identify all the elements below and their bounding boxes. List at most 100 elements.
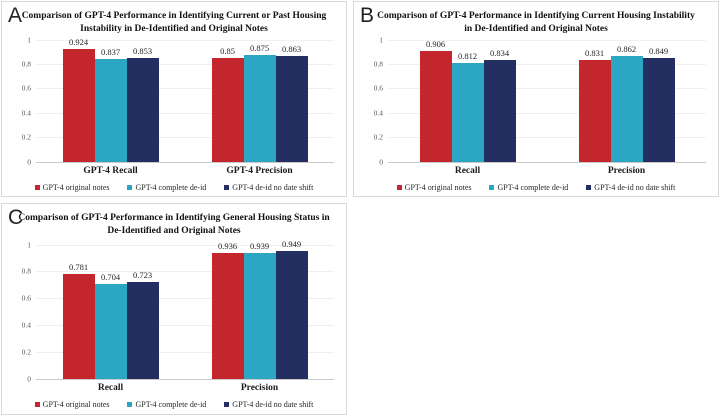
gridline xyxy=(36,161,334,163)
bar-value-label: 0.704 xyxy=(100,272,121,283)
legend-item: GPT-4 complete de-id xyxy=(127,183,206,192)
legend-b: GPT-4 original notes GPT-4 complete de-id… xyxy=(354,183,718,192)
panel-letter-a: A xyxy=(8,4,23,27)
y-axis-tick-label: 0.6 xyxy=(21,293,31,303)
bar-value-label: 0.849 xyxy=(648,46,669,57)
legend-label: GPT-4 original notes xyxy=(404,182,472,192)
chart-title-a-line1: Comparison of GPT-4 Performance in Ident… xyxy=(21,11,327,21)
chart-b: 1 0.8 0.6 0.4 0.2 0 0.906 0.812 0.834 0.831 0.862 0… xyxy=(374,35,706,176)
bar-value-label: 0.853 xyxy=(132,45,153,56)
bar: 0.924 xyxy=(62,37,95,162)
gridline xyxy=(36,298,334,300)
bar-segment-series-1 xyxy=(94,59,127,162)
y-axis-tick-label: 1 xyxy=(27,240,31,250)
bar-segment-series-2 xyxy=(275,251,308,379)
gridline xyxy=(36,112,334,114)
y-axis-tick-label: 0.6 xyxy=(373,83,383,93)
legend-swatch xyxy=(34,184,40,190)
plot-area: 1 0.8 0.6 0.4 0.2 0 0.924 0.837 0.853 0.85 0.875 0.… xyxy=(22,35,334,166)
legend-item: GPT-4 original notes xyxy=(34,400,109,409)
gridline xyxy=(388,112,706,114)
legend-item: GPT-4 de-id no date shift xyxy=(586,183,675,192)
legend-swatch xyxy=(127,401,133,407)
bar-value-label: 0.875 xyxy=(249,42,270,53)
gridline xyxy=(36,244,334,246)
bar-segment-series-1 xyxy=(610,56,643,162)
gridline xyxy=(36,271,334,273)
bar-group: 0.781 0.704 0.723 xyxy=(62,262,159,379)
legend-label: GPT-4 complete de-id xyxy=(497,182,569,192)
y-axis-tick-label: 0.4 xyxy=(373,108,383,118)
plot-area: 1 0.8 0.6 0.4 0.2 0 0.781 0.704 0.723 0.936 0.939 0… xyxy=(22,239,334,383)
legend-swatch xyxy=(489,184,495,190)
bar-segment-series-2 xyxy=(642,58,675,162)
bar: 0.704 xyxy=(94,272,127,379)
gridline xyxy=(388,88,706,90)
bar-value-label: 0.949 xyxy=(281,239,302,250)
bar-segment-series-1 xyxy=(451,62,484,162)
bar: 0.862 xyxy=(610,44,643,162)
panel-b: B Comparison of GPT-4 Performance in Ide… xyxy=(353,1,719,197)
gridline xyxy=(388,161,706,163)
legend-item: GPT-4 complete de-id xyxy=(489,183,568,192)
legend-swatch xyxy=(396,184,402,190)
legend-item: GPT-4 de-id no date shift xyxy=(224,400,313,409)
y-axis-tick-label: 1 xyxy=(27,35,31,45)
bar-value-label: 0.862 xyxy=(616,44,637,55)
bar-value-label: 0.936 xyxy=(217,241,238,252)
bar-value-label: 0.85 xyxy=(220,45,235,56)
bar-value-label: 0.723 xyxy=(132,269,153,280)
legend-swatch xyxy=(224,401,230,407)
bar-value-label: 0.781 xyxy=(68,261,89,272)
legend-c: GPT-4 original notes GPT-4 complete de-id… xyxy=(2,400,346,409)
bar: 0.723 xyxy=(126,270,159,379)
category-label: Precision xyxy=(240,382,279,393)
bar-segment-series-0 xyxy=(62,273,95,379)
category-label: GPT-4 Recall xyxy=(83,165,138,176)
legend-item: GPT-4 original notes xyxy=(396,182,472,192)
legend-label: GPT-4 de-id no date shift xyxy=(232,182,314,192)
bar-segment-series-0 xyxy=(419,51,452,162)
legend-swatch xyxy=(127,184,133,190)
bar-group: 0.906 0.812 0.834 xyxy=(419,39,516,162)
bar-value-label: 0.906 xyxy=(425,39,446,50)
bar: 0.85 xyxy=(211,46,244,162)
bar: 0.853 xyxy=(126,46,159,162)
legend-label: GPT-4 de-id no date shift xyxy=(594,182,676,192)
bar: 0.837 xyxy=(94,47,127,162)
bar-group: 0.85 0.875 0.863 xyxy=(211,43,308,162)
gridline xyxy=(36,137,334,139)
chart-c: 1 0.8 0.6 0.4 0.2 0 0.781 0.704 0.723 0.936 0.939 0… xyxy=(22,239,334,393)
bar: 0.906 xyxy=(419,39,452,162)
bar-segment-series-2 xyxy=(275,56,308,162)
chart-title-a: Comparison of GPT-4 Performance in Ident… xyxy=(2,10,346,37)
gridline xyxy=(36,63,334,65)
bar-segment-series-1 xyxy=(94,284,127,379)
bar: 0.812 xyxy=(451,51,484,162)
y-axis-tick-label: 0 xyxy=(27,157,31,167)
bar-group: 0.936 0.939 0.949 xyxy=(211,239,308,379)
chart-title-a-line2: Instability in De-Identified and Origina… xyxy=(80,24,268,35)
chart-a: 1 0.8 0.6 0.4 0.2 0 0.924 0.837 0.853 0.85 0.875 0.… xyxy=(22,35,334,176)
panel-c: C Comparison of GPT-4 Performance in Ide… xyxy=(1,203,347,415)
category-axis: GPT-4 Recall GPT-4 Precision xyxy=(36,166,334,176)
bar-value-label: 0.812 xyxy=(457,50,478,61)
y-axis-tick-label: 0 xyxy=(379,157,383,167)
chart-title-c-line1: Comparison of GPT-4 Performance in Ident… xyxy=(18,213,330,223)
bar-segment-series-0 xyxy=(211,57,244,162)
category-label: Recall xyxy=(97,382,124,393)
bar-segment-series-2 xyxy=(483,59,516,162)
bar: 0.831 xyxy=(578,48,611,162)
bar-segment-series-0 xyxy=(578,60,611,162)
bar-value-label: 0.834 xyxy=(489,47,510,58)
bar: 0.849 xyxy=(642,46,675,162)
bar-value-label: 0.863 xyxy=(281,44,302,55)
bar-value-label: 0.939 xyxy=(249,240,270,251)
bar-value-label: 0.924 xyxy=(68,36,89,47)
category-axis: Recall Precision xyxy=(388,166,706,176)
legend-label: GPT-4 complete de-id xyxy=(135,182,207,192)
legend-label: GPT-4 complete de-id xyxy=(135,399,207,409)
bar-segment-series-2 xyxy=(126,281,159,379)
category-label: Recall xyxy=(454,165,481,176)
bar-segment-series-1 xyxy=(243,54,276,162)
